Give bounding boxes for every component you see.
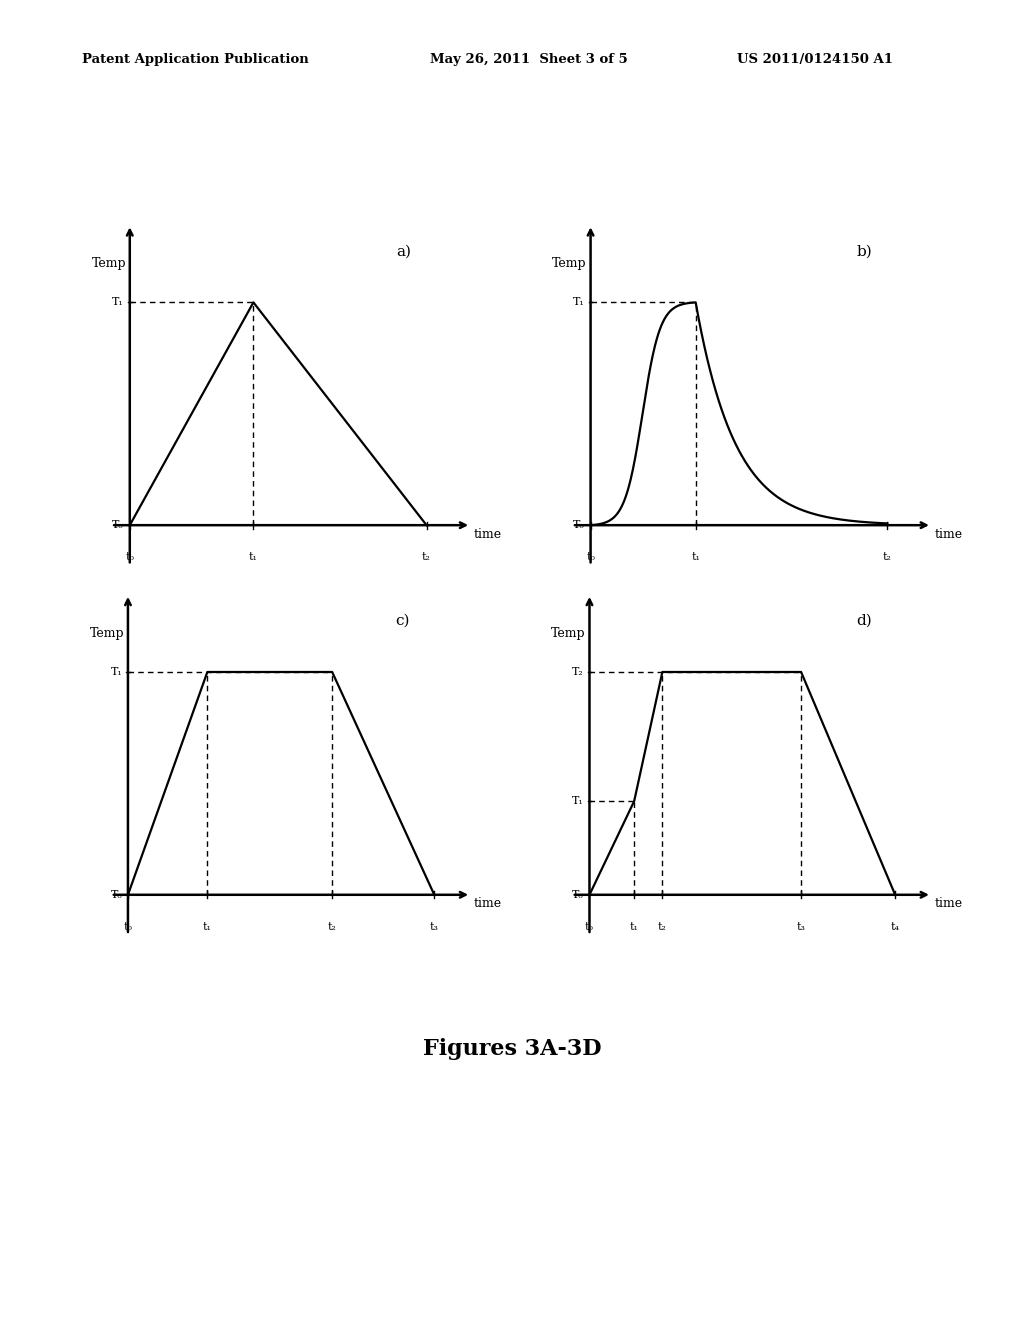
Text: T₀: T₀	[571, 890, 584, 900]
Text: Temp: Temp	[552, 257, 587, 271]
Text: t₀: t₀	[586, 552, 595, 562]
Text: a): a)	[396, 244, 411, 259]
Text: t₂: t₂	[328, 921, 337, 932]
Text: t₄: t₄	[891, 921, 900, 932]
Text: Temp: Temp	[91, 257, 126, 271]
Text: T₂: T₂	[571, 667, 584, 677]
Text: T₁: T₁	[112, 297, 124, 308]
Text: T₁: T₁	[571, 796, 584, 807]
Text: t₀: t₀	[585, 921, 594, 932]
Text: US 2011/0124150 A1: US 2011/0124150 A1	[737, 53, 893, 66]
Text: May 26, 2011  Sheet 3 of 5: May 26, 2011 Sheet 3 of 5	[430, 53, 628, 66]
Text: b): b)	[857, 244, 872, 259]
Text: Temp: Temp	[551, 627, 586, 640]
Text: t₃: t₃	[430, 921, 438, 932]
Text: c): c)	[395, 614, 410, 628]
Text: time: time	[473, 898, 502, 911]
Text: T₁: T₁	[572, 297, 585, 308]
Text: t₁: t₁	[249, 552, 258, 562]
Text: t₂: t₂	[883, 552, 892, 562]
Text: t₁: t₁	[203, 921, 212, 932]
Text: T₀: T₀	[572, 520, 585, 531]
Text: Figures 3A-3D: Figures 3A-3D	[423, 1039, 601, 1060]
Text: t₂: t₂	[422, 552, 431, 562]
Text: T₀: T₀	[112, 520, 124, 531]
Text: t₀: t₀	[124, 921, 132, 932]
Text: Patent Application Publication: Patent Application Publication	[82, 53, 308, 66]
Text: t₃: t₃	[797, 921, 806, 932]
Text: T₀: T₀	[111, 890, 122, 900]
Text: t₁: t₁	[630, 921, 639, 932]
Text: time: time	[473, 528, 502, 541]
Text: T₁: T₁	[111, 667, 122, 677]
Text: Temp: Temp	[90, 627, 125, 640]
Text: time: time	[934, 528, 963, 541]
Text: t₂: t₂	[658, 921, 667, 932]
Text: t₀: t₀	[125, 552, 134, 562]
Text: time: time	[934, 898, 963, 911]
Text: d): d)	[856, 614, 872, 628]
Text: t₁: t₁	[691, 552, 700, 562]
